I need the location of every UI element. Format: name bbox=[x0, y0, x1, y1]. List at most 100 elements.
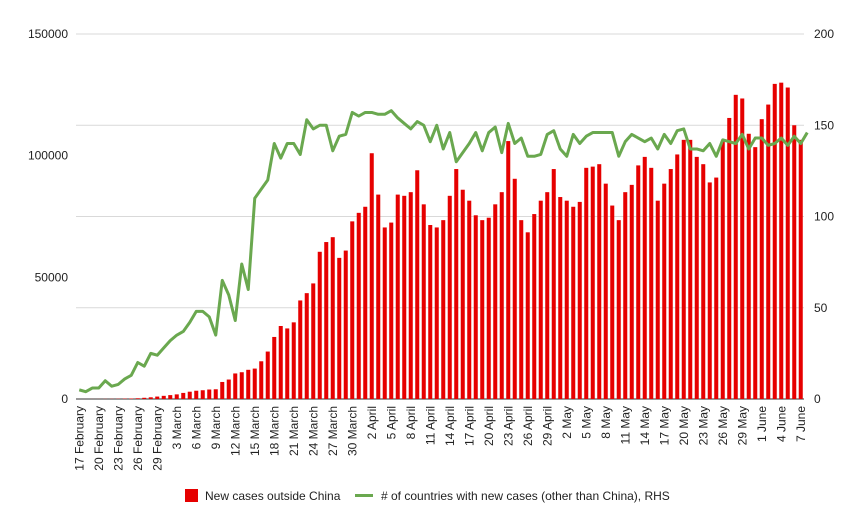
bar bbox=[577, 201, 582, 399]
bar bbox=[499, 192, 504, 399]
bar bbox=[759, 119, 764, 400]
bar bbox=[779, 82, 784, 400]
x-tick-label: 14 April bbox=[443, 406, 457, 446]
bar bbox=[174, 394, 179, 399]
series-line bbox=[78, 109, 809, 394]
left-axis: 0 50000 100000 150000 bbox=[28, 27, 68, 406]
bar bbox=[746, 133, 751, 399]
bar bbox=[642, 156, 647, 399]
bar bbox=[402, 195, 407, 399]
x-tick-label: 12 March bbox=[228, 406, 242, 456]
bar bbox=[603, 183, 608, 399]
x-tick-label: 8 April bbox=[404, 406, 418, 439]
bar bbox=[766, 104, 771, 400]
bar bbox=[467, 200, 472, 399]
x-tick-label: 20 May bbox=[677, 406, 691, 445]
bar bbox=[142, 397, 147, 399]
bar bbox=[135, 398, 140, 399]
bar bbox=[278, 326, 283, 399]
x-tick-label: 2 April bbox=[365, 406, 379, 439]
x-tick-label: 11 May bbox=[618, 406, 632, 444]
x-tick-label: 17 February bbox=[72, 406, 86, 471]
bar bbox=[519, 220, 524, 399]
x-tick-label: 20 April bbox=[482, 406, 496, 446]
y-left-tick-label: 150000 bbox=[28, 27, 68, 41]
x-tick-label: 23 February bbox=[111, 406, 125, 471]
bar bbox=[389, 222, 394, 399]
bar bbox=[480, 220, 485, 399]
legend-label-line: # of countries with new cases (other tha… bbox=[381, 489, 670, 503]
x-tick-label: 20 February bbox=[92, 406, 106, 471]
bar bbox=[272, 336, 277, 399]
bar bbox=[246, 369, 251, 399]
bar bbox=[304, 293, 309, 399]
bar bbox=[597, 164, 602, 399]
bar bbox=[525, 232, 530, 399]
x-tick-label: 4 June bbox=[774, 406, 788, 442]
x-tick-label: 11 April bbox=[423, 406, 437, 445]
x-tick-label: 14 May bbox=[638, 406, 652, 445]
bar bbox=[298, 300, 303, 399]
bar bbox=[187, 391, 192, 399]
bar bbox=[772, 83, 777, 399]
x-tick-label: 26 April bbox=[521, 406, 535, 446]
bar bbox=[415, 170, 420, 399]
x-tick-label: 18 March bbox=[267, 406, 281, 456]
bar bbox=[792, 125, 797, 399]
x-tick-label: 21 March bbox=[287, 406, 301, 456]
bar bbox=[506, 141, 511, 400]
bar bbox=[447, 195, 452, 399]
bar bbox=[324, 242, 329, 399]
bar bbox=[538, 200, 543, 399]
bar bbox=[590, 166, 595, 399]
legend-label-bars: New cases outside China bbox=[205, 489, 341, 503]
bar bbox=[356, 212, 361, 399]
bar bbox=[155, 396, 160, 399]
x-tick-label: 23 April bbox=[501, 406, 515, 446]
bar bbox=[207, 389, 212, 399]
y-right-tick-label: 100 bbox=[814, 210, 834, 224]
bar bbox=[265, 351, 270, 399]
bar bbox=[707, 182, 712, 399]
x-tick-label: 2 May bbox=[560, 406, 574, 439]
bar bbox=[194, 390, 199, 399]
bar bbox=[213, 389, 218, 399]
bar bbox=[688, 139, 693, 399]
bar bbox=[337, 257, 342, 399]
bar bbox=[636, 165, 641, 399]
y-left-tick-label: 0 bbox=[61, 392, 68, 406]
bar bbox=[200, 390, 205, 399]
x-tick-label: 30 March bbox=[345, 406, 359, 456]
bar bbox=[434, 227, 439, 399]
bar bbox=[168, 395, 173, 399]
x-tick-label: 29 May bbox=[735, 406, 749, 445]
bar bbox=[571, 206, 576, 399]
bar bbox=[473, 215, 478, 399]
bar bbox=[252, 368, 257, 399]
bar bbox=[532, 214, 537, 399]
y-right-tick-label: 200 bbox=[814, 27, 834, 41]
x-axis: 17 February 20 February 23 February 26 Febr… bbox=[72, 406, 808, 471]
x-tick-label: 8 May bbox=[599, 406, 613, 439]
x-tick-label: 29 April bbox=[540, 406, 554, 446]
bar bbox=[649, 167, 654, 399]
bar bbox=[753, 147, 758, 399]
bar bbox=[727, 117, 732, 399]
bar bbox=[441, 220, 446, 399]
bar bbox=[421, 204, 426, 399]
bar bbox=[564, 200, 569, 399]
bar bbox=[720, 141, 725, 400]
bar-series bbox=[77, 82, 803, 400]
x-tick-label: 15 March bbox=[248, 406, 262, 456]
x-tick-label: 17 May bbox=[657, 406, 671, 445]
bar bbox=[369, 153, 374, 399]
bar bbox=[616, 220, 621, 399]
x-tick-label: 7 June bbox=[794, 406, 808, 442]
bar bbox=[558, 197, 563, 399]
bar bbox=[551, 169, 556, 399]
x-tick-label: 29 February bbox=[150, 406, 164, 471]
bar bbox=[161, 395, 166, 399]
bar bbox=[740, 98, 745, 399]
